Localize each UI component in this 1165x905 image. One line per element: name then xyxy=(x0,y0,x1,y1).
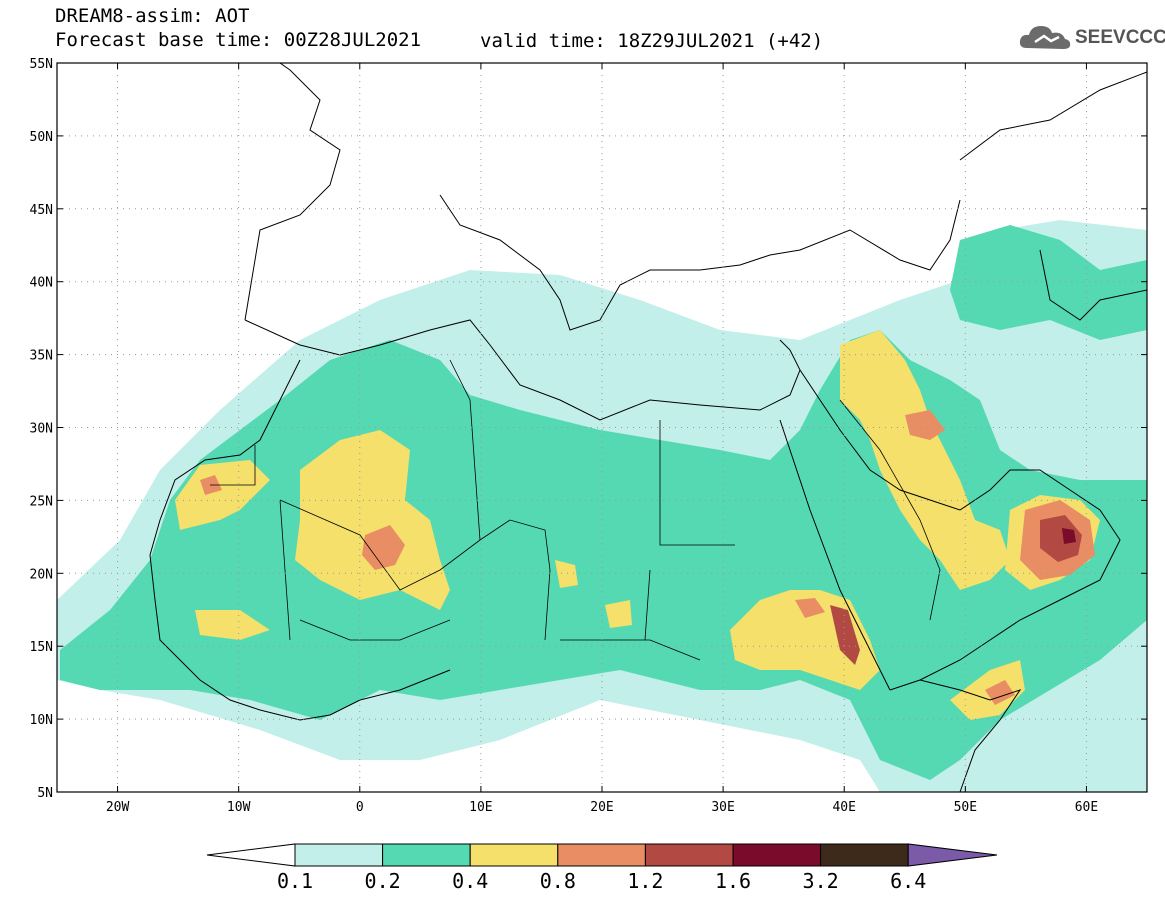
colorbar-bin xyxy=(294,843,384,867)
lat-tick-label: 30N xyxy=(30,422,53,437)
lat-tick-label: 10N xyxy=(30,713,53,728)
colorbar-bin xyxy=(820,843,909,867)
colorbar-label: 1.6 xyxy=(715,869,751,893)
colorbar-label: 0.2 xyxy=(365,869,401,893)
forecast-base-time: Forecast base time: 00Z28JUL2021 xyxy=(55,29,422,51)
lon-tick-label: 20W xyxy=(106,800,130,815)
colorbar-bin xyxy=(732,843,822,867)
valid-time: valid time: 18Z29JUL2021 (+42) xyxy=(480,30,824,52)
colorbar-bin xyxy=(557,843,646,867)
lon-tick-label: 40E xyxy=(832,800,855,815)
lon-tick-label: 0 xyxy=(356,800,364,815)
colorbar-bin xyxy=(382,843,471,867)
logo-text: SEEVCCC xyxy=(1075,27,1165,48)
colorbar-label: 0.8 xyxy=(540,869,576,893)
lat-tick-label: 20N xyxy=(30,567,53,582)
lat-tick-label: 15N xyxy=(30,640,53,655)
colorbar-label: 1.2 xyxy=(627,869,663,893)
seevccc-logo: SEEVCCC xyxy=(1017,18,1165,58)
lat-tick-label: 25N xyxy=(30,494,53,509)
colorbar-label: 0.4 xyxy=(452,869,488,893)
country-borders xyxy=(210,359,941,661)
lon-tick-label: 50E xyxy=(954,800,977,815)
colorbar-bin xyxy=(644,843,734,867)
colorbar-under-triangle xyxy=(206,843,296,867)
lon-tick-label: 10W xyxy=(227,800,251,815)
colorbar-label: 3.2 xyxy=(803,869,839,893)
lat-tick-label: 35N xyxy=(30,349,53,364)
colorbar-bin xyxy=(469,843,559,867)
cloud-icon xyxy=(1019,26,1071,49)
aot-band-1.2-1.6 xyxy=(830,515,1082,665)
coastlines xyxy=(149,63,1147,792)
lat-tick-label: 50N xyxy=(30,130,53,145)
colorbar-label: 6.4 xyxy=(890,869,926,893)
lat-axis: 55N 50N 45N 40N 35N 30N 25N 20N 15N 10N 5N xyxy=(30,57,1147,801)
aot-band-1.6-3.2 xyxy=(1062,528,1076,544)
colorbar: 0.1 0.2 0.4 0.8 1.2 1.6 3.2 6.4 xyxy=(206,843,998,893)
lat-tick-label: 40N xyxy=(30,276,53,291)
lon-axis: 20W 10W 0 10E 20E 30E 40E 50E 60E xyxy=(106,63,1098,815)
lat-tick-label: 55N xyxy=(30,57,53,72)
lon-tick-label: 10E xyxy=(469,800,492,815)
lon-tick-label: 60E xyxy=(1075,800,1098,815)
lat-tick-label: 45N xyxy=(30,203,53,218)
lon-tick-label: 30E xyxy=(711,800,734,815)
aot-field xyxy=(57,63,1147,792)
colorbar-label: 0.1 xyxy=(277,869,313,893)
lon-tick-label: 20E xyxy=(590,800,613,815)
lat-tick-label: 5N xyxy=(37,786,53,801)
colorbar-over-triangle xyxy=(907,843,998,867)
map-title: DREAM8-assim: AOT xyxy=(55,5,250,27)
